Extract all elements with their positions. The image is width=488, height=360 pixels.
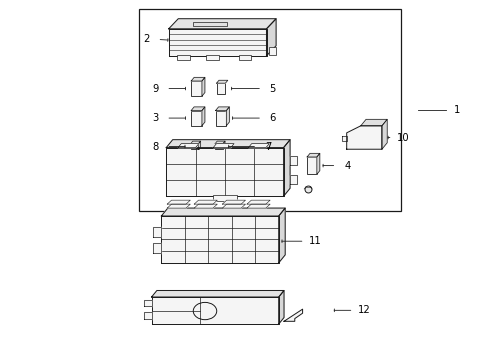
Polygon shape — [194, 204, 217, 208]
Text: 1: 1 — [453, 105, 460, 115]
Polygon shape — [278, 291, 284, 324]
Polygon shape — [190, 141, 200, 144]
Polygon shape — [152, 243, 161, 253]
Polygon shape — [289, 156, 297, 165]
Polygon shape — [202, 107, 204, 126]
Polygon shape — [284, 309, 302, 321]
Polygon shape — [168, 29, 266, 56]
Bar — [269, 47, 276, 55]
Polygon shape — [226, 107, 229, 126]
Text: 9: 9 — [152, 84, 159, 94]
Polygon shape — [161, 216, 278, 263]
Polygon shape — [213, 144, 234, 148]
Text: 6: 6 — [269, 113, 276, 123]
Polygon shape — [166, 140, 289, 148]
Polygon shape — [246, 204, 269, 208]
Bar — [213, 195, 236, 201]
Text: 12: 12 — [357, 305, 370, 315]
Bar — [215, 111, 226, 126]
Text: 8: 8 — [152, 141, 158, 152]
Polygon shape — [289, 175, 297, 184]
Polygon shape — [346, 126, 381, 149]
Polygon shape — [283, 140, 289, 196]
Bar — [191, 111, 202, 126]
Bar — [190, 144, 198, 149]
Polygon shape — [143, 300, 151, 306]
Polygon shape — [316, 153, 319, 174]
Text: 2: 2 — [143, 34, 150, 44]
Bar — [193, 22, 227, 26]
Polygon shape — [166, 148, 283, 196]
Polygon shape — [341, 136, 346, 141]
Polygon shape — [202, 77, 204, 96]
Polygon shape — [194, 200, 217, 204]
Polygon shape — [248, 144, 269, 148]
Polygon shape — [222, 200, 245, 204]
Text: 11: 11 — [308, 236, 321, 246]
Polygon shape — [360, 120, 386, 126]
Polygon shape — [152, 227, 161, 237]
Polygon shape — [223, 141, 224, 149]
Polygon shape — [178, 144, 199, 148]
Polygon shape — [161, 208, 285, 216]
Polygon shape — [198, 141, 200, 149]
Polygon shape — [381, 120, 386, 149]
Polygon shape — [246, 200, 269, 204]
Bar — [238, 55, 251, 60]
Polygon shape — [216, 80, 227, 83]
Polygon shape — [167, 200, 190, 204]
Text: 5: 5 — [269, 84, 276, 94]
Bar — [216, 83, 225, 94]
Text: 3: 3 — [152, 113, 158, 123]
Text: 10: 10 — [396, 132, 409, 143]
Polygon shape — [151, 297, 278, 324]
Text: 7: 7 — [264, 141, 271, 152]
Polygon shape — [278, 208, 285, 263]
Text: 4: 4 — [344, 161, 349, 171]
Polygon shape — [222, 204, 245, 208]
Polygon shape — [143, 312, 151, 319]
Polygon shape — [191, 77, 204, 81]
Polygon shape — [215, 141, 224, 144]
Bar — [215, 144, 223, 149]
Polygon shape — [266, 19, 276, 56]
Bar — [306, 157, 316, 174]
Bar — [206, 55, 219, 60]
Polygon shape — [191, 107, 204, 111]
Polygon shape — [168, 19, 276, 29]
Bar — [139, 9, 400, 211]
Bar — [191, 81, 202, 96]
Polygon shape — [215, 107, 229, 111]
Polygon shape — [306, 153, 319, 157]
Polygon shape — [151, 291, 284, 297]
Polygon shape — [167, 204, 190, 208]
Bar — [177, 55, 189, 60]
